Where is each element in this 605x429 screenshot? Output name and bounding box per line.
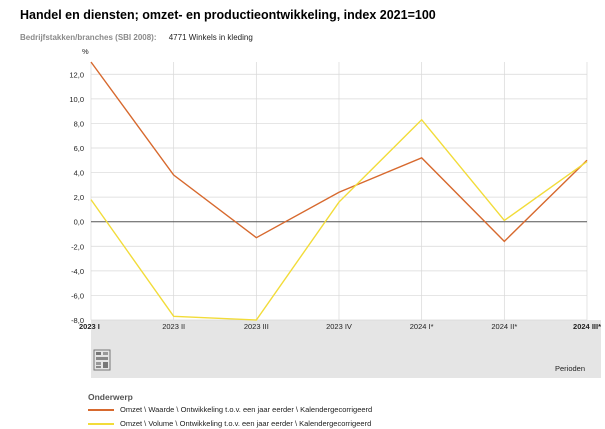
y-tick-label: -4,0 bbox=[71, 267, 84, 276]
x-axis-title: Perioden bbox=[555, 364, 586, 373]
x-tick-label: 2023 IV bbox=[326, 322, 352, 331]
y-axis-unit: % bbox=[82, 47, 89, 56]
legend-item-volume[interactable]: Omzet \ Volume \ Ontwikkeling t.o.v. een… bbox=[88, 419, 371, 428]
x-tick-label: 2023 I bbox=[79, 322, 100, 331]
legend-swatch bbox=[88, 408, 114, 411]
y-tick-label: 12,0 bbox=[69, 70, 84, 79]
filter-label: Bedrijfstakken/branches (SBI 2008): bbox=[20, 33, 157, 42]
legend-title: Onderwerp bbox=[88, 392, 133, 402]
legend-label: Omzet \ Volume \ Ontwikkeling t.o.v. een… bbox=[120, 419, 372, 428]
x-tick-label: 2023 II bbox=[162, 322, 185, 331]
x-tick-label: 2024 III* bbox=[573, 322, 601, 331]
x-tick-label: 2023 III bbox=[244, 322, 269, 331]
x-tick-label: 2024 II* bbox=[491, 322, 517, 331]
legend-item-waarde[interactable]: Omzet \ Waarde \ Ontwikkeling t.o.v. een… bbox=[88, 405, 372, 414]
legend-swatch bbox=[88, 422, 114, 425]
y-tick-label: 0,0 bbox=[74, 218, 84, 227]
y-tick-label: -8,0 bbox=[71, 316, 84, 325]
y-tick-label: 2,0 bbox=[74, 193, 84, 202]
series-line-waarde bbox=[90, 61, 588, 243]
x-axis-band bbox=[91, 320, 601, 378]
y-tick-label: 6,0 bbox=[74, 144, 84, 153]
y-tick-label: 8,0 bbox=[74, 119, 84, 128]
y-tick-label: 4,0 bbox=[74, 169, 84, 178]
legend-label: Omzet \ Waarde \ Ontwikkeling t.o.v. een… bbox=[120, 405, 373, 414]
y-tick-label: 10,0 bbox=[69, 95, 84, 104]
x-tick-label: 2024 I* bbox=[410, 322, 434, 331]
y-tick-label: -2,0 bbox=[71, 242, 84, 251]
filter-value[interactable]: 4771 Winkels in kleding bbox=[168, 33, 253, 42]
series-line-volume bbox=[90, 118, 588, 321]
filter-bar: Bedrijfstakken/branches (SBI 2008): 4771… bbox=[20, 33, 253, 42]
cbs-logo-icon bbox=[93, 349, 111, 371]
y-tick-label: -6,0 bbox=[71, 291, 84, 300]
page-title: Handel en diensten; omzet- en productieo… bbox=[20, 8, 436, 22]
